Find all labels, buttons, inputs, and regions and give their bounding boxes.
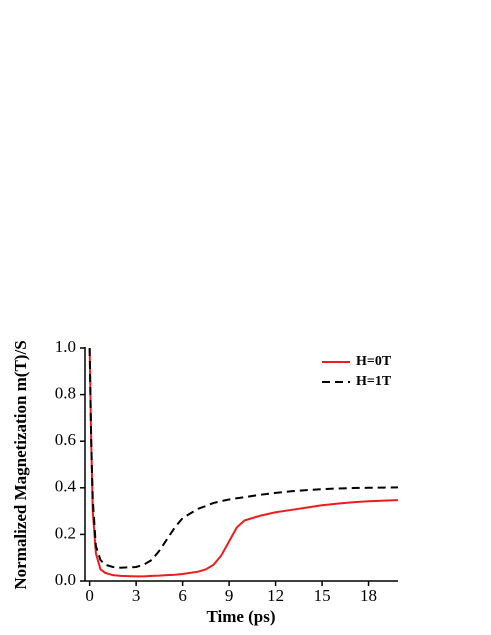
x-tick-label: 0 xyxy=(85,586,94,605)
x-tick-label: 6 xyxy=(178,586,187,605)
legend-label: H=1T xyxy=(356,374,392,389)
y-tick-label: 0.8 xyxy=(55,384,76,403)
y-tick-label: 0.6 xyxy=(55,430,76,449)
y-tick-label: 0.0 xyxy=(55,570,76,589)
x-tick-label: 15 xyxy=(314,586,331,605)
data-line xyxy=(88,347,399,578)
y-tick-label: 1.0 xyxy=(55,337,76,356)
x-tick-label: 18 xyxy=(360,586,377,605)
x-tick-label: 3 xyxy=(132,586,141,605)
x-axis-title: Time (ps) xyxy=(206,607,275,626)
legend-label: H=0T xyxy=(356,354,392,369)
x-tick-label: 9 xyxy=(225,586,234,605)
y-axis-title: Normalized Magnetization m(T)/S xyxy=(11,340,30,589)
y-tick-label: 0.4 xyxy=(55,477,77,496)
y-tick-label: 0.2 xyxy=(55,523,76,542)
x-tick-label: 12 xyxy=(267,586,284,605)
data-line xyxy=(88,347,399,569)
